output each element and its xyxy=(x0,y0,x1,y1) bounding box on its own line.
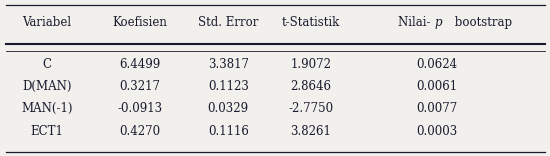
Text: p: p xyxy=(434,16,442,29)
Text: C: C xyxy=(42,58,51,71)
Text: 0.1116: 0.1116 xyxy=(208,125,249,138)
Text: Variabel: Variabel xyxy=(22,16,72,29)
Text: -0.0913: -0.0913 xyxy=(118,102,163,115)
Text: 0.3217: 0.3217 xyxy=(120,80,161,93)
Text: Nilai-: Nilai- xyxy=(398,16,434,29)
Text: 6.4499: 6.4499 xyxy=(120,58,161,71)
Text: 1.9072: 1.9072 xyxy=(290,58,331,71)
Text: D(MAN): D(MAN) xyxy=(22,80,72,93)
Text: -2.7750: -2.7750 xyxy=(288,102,333,115)
Text: MAN(-1): MAN(-1) xyxy=(21,102,73,115)
Text: 0.4270: 0.4270 xyxy=(120,125,161,138)
Text: 0.0077: 0.0077 xyxy=(417,102,458,115)
Text: Koefisien: Koefisien xyxy=(113,16,168,29)
Text: 0.0061: 0.0061 xyxy=(417,80,458,93)
Text: Std. Error: Std. Error xyxy=(198,16,258,29)
Text: 3.8261: 3.8261 xyxy=(290,125,331,138)
Text: 0.0329: 0.0329 xyxy=(208,102,249,115)
Text: 0.0624: 0.0624 xyxy=(417,58,458,71)
Text: 3.3817: 3.3817 xyxy=(208,58,249,71)
Text: 2.8646: 2.8646 xyxy=(290,80,331,93)
Text: 0.0003: 0.0003 xyxy=(417,125,458,138)
Text: ECT1: ECT1 xyxy=(30,125,63,138)
Text: t-Statistik: t-Statistik xyxy=(282,16,340,29)
Text: bootstrap: bootstrap xyxy=(451,16,512,29)
Text: 0.1123: 0.1123 xyxy=(208,80,249,93)
